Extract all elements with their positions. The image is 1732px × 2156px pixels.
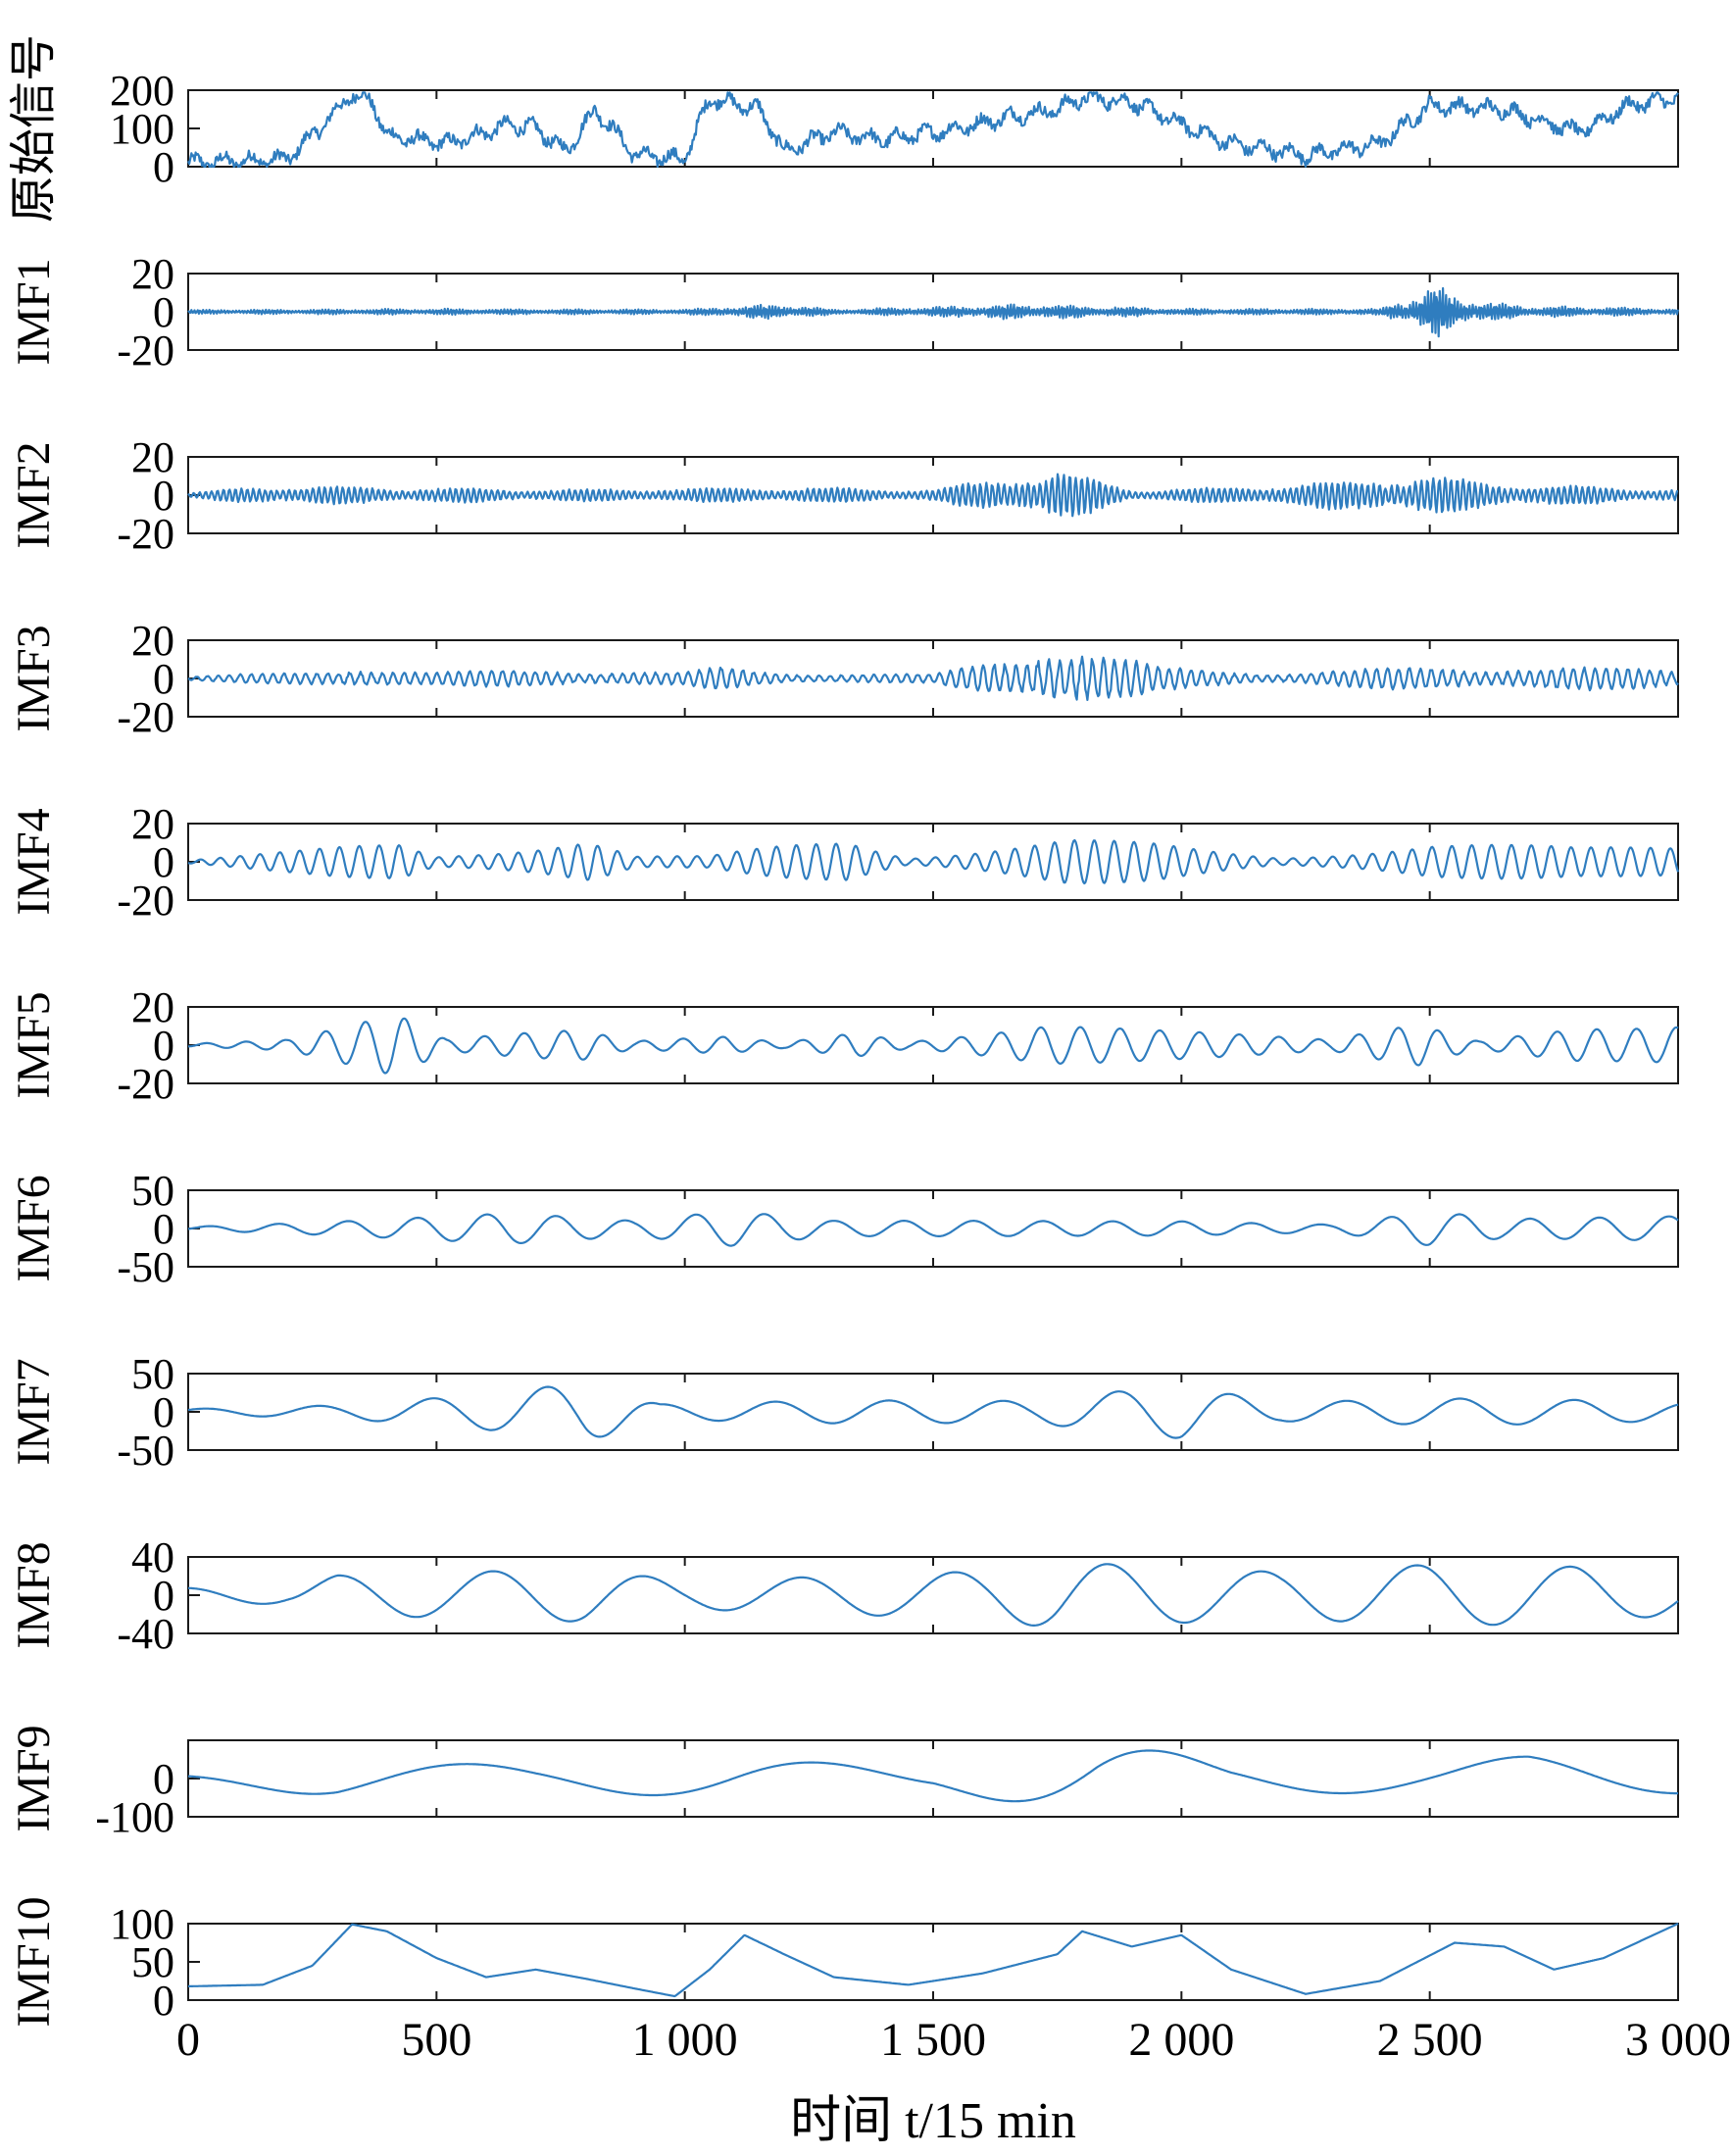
y-tick-label: 200 (110, 67, 174, 115)
series-line-IMF6 (187, 1213, 1679, 1247)
series-line-原始信号 (186, 91, 1679, 169)
y-tick-label: 20 (131, 617, 174, 665)
series-line-IMF10 (187, 1922, 1679, 1998)
y-axis-label: IMF1 (8, 258, 60, 365)
panel-frame (187, 1189, 1679, 1268)
y-tick-label: -20 (117, 326, 174, 375)
x-tick-label: 3 000 (1625, 2014, 1731, 2066)
y-tick-label: 0 (153, 472, 174, 520)
y-tick-label: 0 (153, 288, 174, 336)
y-tick-label: 20 (131, 800, 174, 848)
panel-9: 400-40 IMF8 (8, 1533, 1679, 1658)
y-axis-label: 原始信号 (8, 34, 60, 223)
x-tick-label: 2 000 (1128, 2014, 1234, 2066)
panel-10: 0-100 IMF9 (8, 1725, 1679, 1841)
x-tick-label: 2 500 (1377, 2014, 1483, 2066)
y-tick-label: -20 (117, 1060, 174, 1108)
y-axis-label: IMF6 (8, 1175, 60, 1281)
y-tick-label: -50 (117, 1243, 174, 1291)
y-tick-label: 20 (131, 983, 174, 1031)
panel-frame (187, 1923, 1679, 2001)
panel-frame (187, 1006, 1679, 1084)
x-tick-label: 0 (176, 2014, 200, 2066)
y-tick-label: 20 (131, 433, 174, 481)
y-tick-label: -100 (95, 1793, 174, 1841)
y-tick-label: 0 (153, 1572, 174, 1620)
x-tick-label: 500 (401, 2014, 471, 2066)
series-line-IMF5 (187, 1017, 1679, 1075)
panel-8: 500-50 IMF7 (8, 1350, 1679, 1475)
series-line-IMF2 (187, 473, 1679, 518)
panel-7: 500-50 IMF6 (8, 1167, 1679, 1291)
series-line-IMF1 (187, 286, 1680, 338)
y-axis-label: IMF4 (8, 808, 60, 915)
y-axis-label: IMF5 (8, 991, 60, 1098)
series-line-IMF3 (187, 655, 1679, 701)
y-tick-label: 0 (153, 1022, 174, 1070)
y-tick-label: 40 (131, 1533, 174, 1581)
y-tick-label: 0 (153, 655, 174, 703)
series-line-IMF7 (187, 1385, 1679, 1439)
panel-2: 200-20 IMF1 (8, 250, 1680, 375)
y-tick-label: 0 (153, 838, 174, 886)
series-line-IMF9 (187, 1749, 1678, 1803)
panel-6: 200-20 IMF5 (8, 983, 1679, 1108)
series-line-IMF8 (188, 1563, 1679, 1627)
y-tick-label: -50 (117, 1427, 174, 1475)
y-axis-label: IMF3 (8, 625, 60, 731)
y-tick-label: 50 (131, 1938, 174, 1986)
series-line-IMF4 (187, 838, 1680, 885)
y-tick-label: 0 (153, 143, 174, 191)
y-tick-label: 0 (153, 1755, 174, 1803)
y-tick-label: 0 (153, 1388, 174, 1436)
y-tick-label: -20 (117, 510, 174, 558)
y-axis-label: IMF8 (8, 1541, 60, 1648)
y-tick-label: 100 (110, 105, 174, 153)
y-axis-label: IMF7 (8, 1358, 60, 1465)
y-axis-label: IMF9 (8, 1725, 60, 1831)
y-tick-label: -40 (117, 1610, 174, 1658)
x-tick-label: 1 500 (880, 2014, 986, 2066)
y-axis-label: IMF10 (8, 1896, 60, 2027)
y-tick-label: 0 (153, 1205, 174, 1253)
y-tick-label: 100 (110, 1900, 174, 1948)
y-tick-label: -20 (117, 877, 174, 925)
y-tick-label: 50 (131, 1167, 174, 1215)
x-axis-label: 时间 t/15 min (790, 2093, 1076, 2149)
panel-3: 200-20 IMF2 (8, 433, 1679, 558)
panel-5: 200-20 IMF4 (8, 800, 1680, 925)
panel-frame (187, 1373, 1679, 1451)
y-tick-label: -20 (117, 693, 174, 741)
y-axis-label: IMF2 (8, 441, 60, 548)
x-tick-label: 1 000 (632, 2014, 738, 2066)
panel-frame (187, 823, 1679, 901)
panel-frame (187, 1739, 1679, 1818)
y-tick-label: 20 (131, 250, 174, 298)
panel-4: 200-20 IMF3 (8, 617, 1679, 741)
y-tick-label: 0 (153, 1977, 174, 2025)
y-tick-label: 50 (131, 1350, 174, 1398)
